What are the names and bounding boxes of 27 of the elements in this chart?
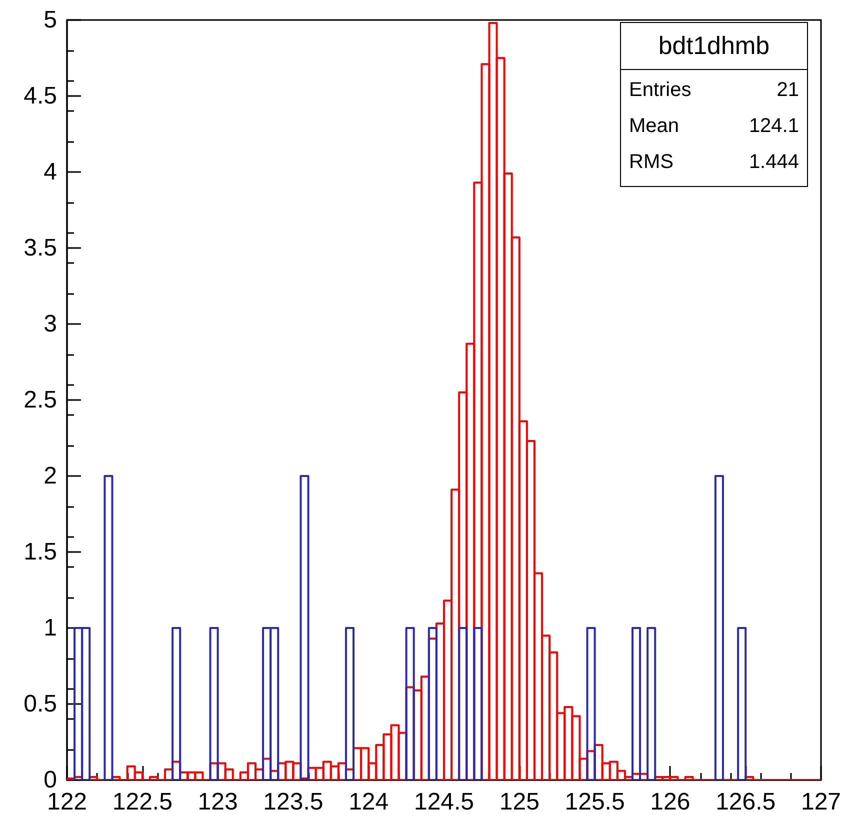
annotation: Entries	[629, 78, 692, 103]
y-tick-label: 5	[44, 6, 57, 34]
x-tick-label: 124.5	[414, 788, 474, 816]
annotation: 21	[776, 78, 799, 103]
x-tick-label: 126	[650, 788, 690, 816]
x-tick-label: 125.5	[564, 788, 625, 816]
x-tick-label: 123	[198, 788, 238, 816]
x-tick-label: 122.5	[112, 788, 172, 816]
y-tick-label: 1.5	[24, 538, 57, 566]
y-tick-label: 1	[44, 614, 57, 642]
x-tick-label: 126.5	[716, 788, 776, 816]
y-tick-label: 3	[44, 310, 57, 338]
x-tick-label: 125	[499, 788, 540, 816]
x-tick-label: 124	[348, 788, 389, 816]
annotation: Mean	[629, 114, 680, 139]
x-tick-label: 123.5	[263, 788, 324, 816]
y-tick-label: 4	[44, 158, 57, 186]
annotation: 124.1	[748, 114, 799, 139]
annotation: RMS	[629, 150, 674, 175]
y-tick-label: 0.5	[24, 690, 57, 718]
y-tick-label: 2.5	[24, 386, 57, 414]
y-tick-label: 2	[44, 462, 57, 490]
y-tick-label: 4.5	[24, 82, 57, 110]
y-tick-label: 3.5	[24, 234, 57, 262]
annotation: 1.444	[748, 150, 799, 175]
x-tick-label: 127	[800, 788, 842, 816]
annotation: bdt1dhmb	[621, 23, 807, 70]
